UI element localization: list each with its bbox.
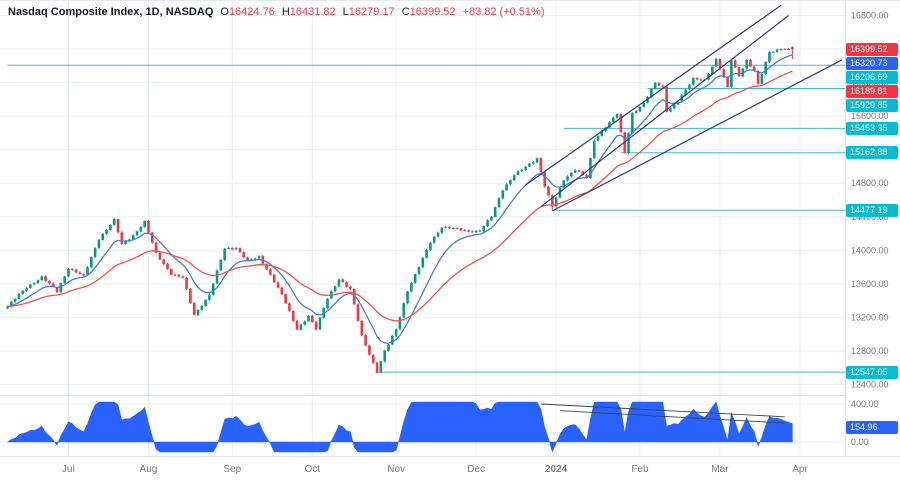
price-tick-label: 13200.00 [851,312,889,322]
price-tick-label: 12800.00 [851,346,889,356]
time-tick-label: 2024 [545,464,568,475]
indicator-tick-label: 400.00 [851,399,879,409]
trendline[interactable] [540,15,789,208]
trend-channel [525,4,843,212]
ema-slow-line [7,70,793,322]
chart-legend: Nasdaq Composite Index, 1D, NASDAQ O1642… [8,6,544,18]
price-tick-label: 12400.00 [851,380,889,390]
change-value: +83.82 (+0.51%) [462,6,545,18]
indicator-area [6,401,793,453]
trendline[interactable] [525,4,782,186]
indicator-trendlines [540,403,785,424]
price-tick-label: 16800.00 [851,11,889,21]
indicator-trendline[interactable] [540,403,785,418]
time-tick-label: Jul [62,464,75,475]
ohlc-low: L16279.17 [342,6,395,18]
price-tick-label: 13600.00 [851,279,889,289]
time-tick-label: Oct [305,464,321,475]
trendline[interactable] [552,59,843,212]
ohlc-high: H16431.82 [281,6,336,18]
time-tick-label: Nov [387,464,405,475]
price-axis[interactable] [845,1,900,457]
time-tick-label: Mar [711,464,729,475]
ema-fast-line [7,54,793,344]
time-tick-label: Dec [467,464,485,475]
time-tick-label: Sep [223,464,241,475]
time-tick-label: Apr [792,464,808,475]
ohlc-close: C16399.52 [401,6,456,18]
price-tick-label: 14800.00 [851,178,889,188]
level-lines [7,64,845,373]
time-tick-label: Aug [140,464,158,475]
price-tick-label: 14000.00 [851,245,889,255]
time-axis[interactable] [0,456,900,480]
ohlc-open: O16424.76 [220,6,275,18]
symbol-title[interactable]: Nasdaq Composite Index, 1D, NASDAQ [8,6,214,18]
indicator-trendline[interactable] [559,410,785,424]
time-tick-label: Feb [631,464,649,475]
price-tick-label: 15600.00 [851,111,889,121]
indicator-tick-label: 0.00 [851,437,869,447]
time-axis-labels: Jul Aug Sep Oct Nov Dec 2024 Feb Mar Apr [62,464,808,475]
